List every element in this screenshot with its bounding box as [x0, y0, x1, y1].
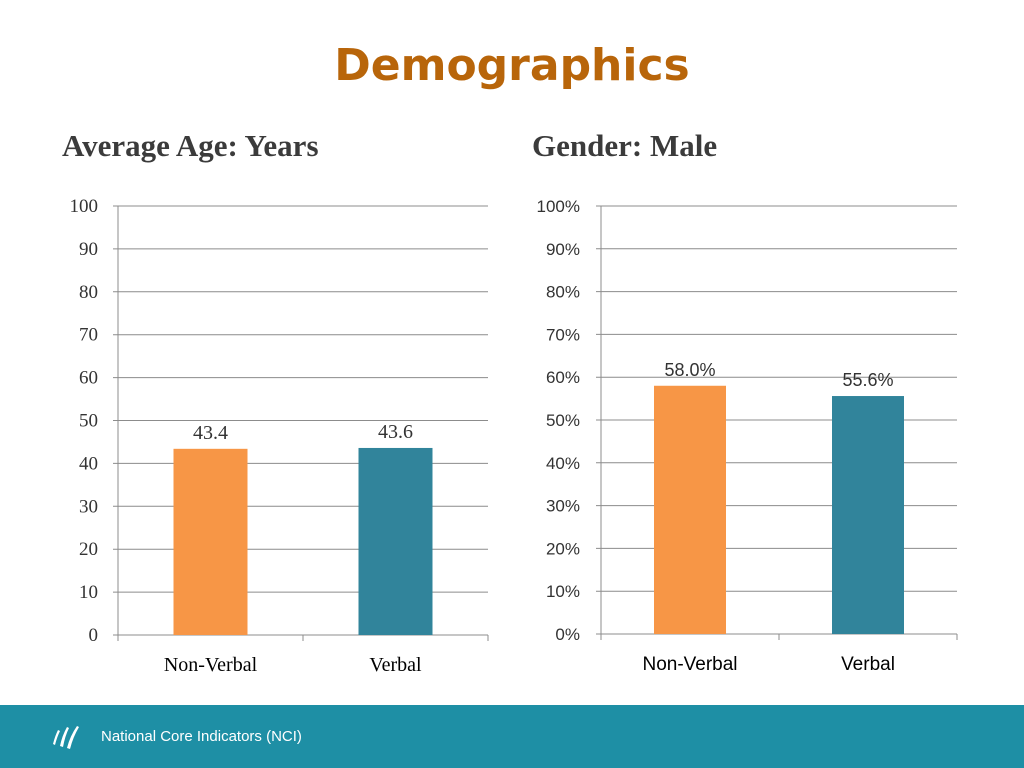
chart-title-average-age: Average Age: Years — [62, 128, 319, 163]
data-label: 55.6% — [842, 370, 893, 390]
x-category-label: Non-Verbal — [164, 654, 258, 676]
slide-title: Demographics — [334, 40, 690, 91]
y-tick-label: 60% — [546, 368, 580, 387]
y-tick-label: 40% — [546, 454, 580, 473]
y-tick-label: 90% — [546, 240, 580, 259]
nci-logo-icon — [53, 726, 79, 749]
average-age-bar-chart: 0 10 20 30 40 50 60 70 80 90 100 43.4 Non-Verbal 43.6… — [70, 196, 489, 676]
y-tick-label: 100% — [537, 197, 580, 216]
data-label: 43.6 — [378, 421, 413, 443]
y-tick-label: 0% — [555, 625, 580, 644]
x-category-label: Verbal — [841, 654, 895, 675]
y-tick-label: 40 — [79, 453, 98, 474]
data-label: 58.0% — [664, 360, 715, 380]
y-tick-label: 90 — [79, 239, 98, 260]
y-tick-label: 70% — [546, 325, 580, 344]
chart-title-gender-male: Gender: Male — [532, 128, 718, 163]
gender-male-bar-chart: 0% 10% 20% 30% 40% 50% 60% 70% 80% 90% 100% 58.0% No… — [537, 197, 958, 675]
y-tick-label: 80 — [79, 282, 98, 303]
y-tick-label: 30% — [546, 497, 580, 516]
footer-bar: National Core Indicators (NCI) — [0, 705, 1024, 768]
bar-non-verbal — [173, 448, 248, 635]
y-tick-label: 50% — [546, 411, 580, 430]
y-tick-label: 60 — [79, 368, 98, 389]
footer-text: National Core Indicators (NCI) — [101, 728, 302, 745]
bar-verbal — [832, 396, 904, 634]
y-tick-label: 20 — [79, 539, 98, 560]
bar-non-verbal — [654, 385, 726, 634]
y-tick-label: 20% — [546, 539, 580, 558]
x-category-label: Verbal — [369, 654, 422, 676]
bar-verbal — [358, 447, 433, 635]
y-tick-label: 80% — [546, 283, 580, 302]
y-tick-label: 70 — [79, 325, 98, 346]
y-tick-label: 10% — [546, 582, 580, 601]
y-tick-label: 10 — [79, 582, 98, 603]
x-category-label: Non-Verbal — [642, 654, 737, 675]
y-tick-label: 30 — [79, 496, 98, 517]
y-tick-label: 50 — [79, 411, 98, 432]
y-tick-label: 100 — [70, 196, 99, 217]
data-label: 43.4 — [193, 422, 228, 444]
y-tick-label: 0 — [89, 625, 99, 646]
